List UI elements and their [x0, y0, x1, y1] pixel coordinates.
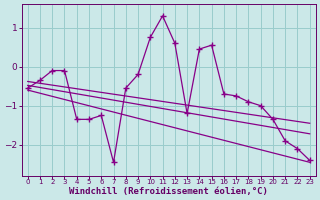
X-axis label: Windchill (Refroidissement éolien,°C): Windchill (Refroidissement éolien,°C) [69, 187, 268, 196]
